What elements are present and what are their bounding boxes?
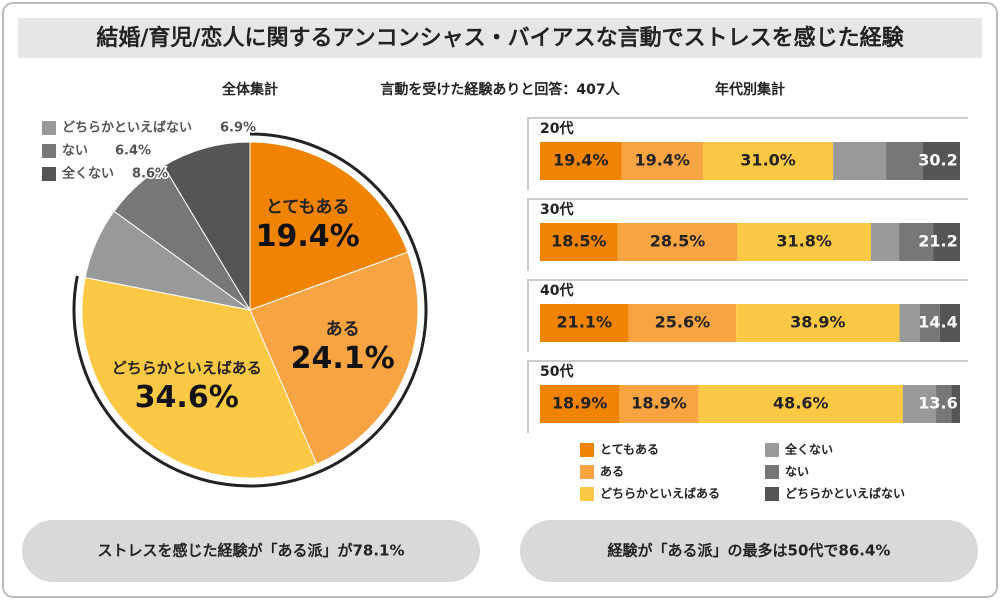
category-label: 30代 (540, 201, 573, 218)
bar-segment (540, 223, 618, 261)
bar-value: 28.5% (650, 232, 706, 251)
label: 言動を受けた経験ありと回答：407人 (380, 81, 620, 98)
legend-swatch (765, 487, 779, 501)
legend-swatch (580, 465, 594, 479)
bar-value: 18.9% (552, 394, 608, 413)
legend-label: 全くない (61, 166, 114, 182)
bar-segment (540, 304, 629, 342)
bar-segment (698, 385, 903, 423)
bar-value: 18.5% (551, 232, 607, 251)
slice-value: 19.4% (256, 219, 360, 254)
slice-label: とてもある (266, 197, 350, 217)
legend-swatch (42, 144, 56, 158)
legend-value: 6.9% (220, 121, 256, 136)
category-label: 40代 (540, 282, 573, 299)
legend-label: ある (600, 465, 624, 479)
slice-label: どちらかといえばある (112, 359, 262, 377)
label: 全体集計 (221, 81, 278, 98)
negative-total: 30.2 (918, 151, 957, 170)
pie-slice (249, 251, 419, 465)
category-label: 20代 (540, 120, 573, 137)
bar-segment (540, 142, 622, 180)
bar-value: 21.1% (557, 313, 613, 332)
legend-label: ない (62, 144, 88, 159)
legend-swatch (765, 443, 779, 457)
pie-slice (162, 141, 251, 312)
bar-segment (540, 385, 620, 423)
category-label: 50代 (540, 363, 573, 380)
legend-value: 8.6% (132, 167, 168, 182)
legend-value: 6.4% (115, 144, 151, 159)
bar-value: 31.0% (740, 151, 796, 170)
legend-swatch (580, 443, 594, 457)
slice-value: 24.1% (291, 341, 395, 376)
legend-swatch (765, 465, 779, 479)
legend-label: 全くない (784, 442, 833, 457)
callout-box (22, 520, 480, 582)
title-bar (18, 18, 982, 58)
slice-label: ある (326, 320, 360, 340)
bar-segment (621, 142, 703, 180)
legend-label: どちらかといえばない (62, 121, 192, 136)
legend-swatch (42, 167, 56, 181)
bar-segment (736, 304, 900, 342)
bar-segment (702, 142, 834, 180)
bar-value: 31.8% (776, 232, 832, 251)
bar-segment (919, 304, 940, 342)
bar-value: 18.9% (631, 394, 687, 413)
bar-segment (951, 385, 960, 423)
title: 結婚/育児/恋人に関するアンコンシャス・バイアスな言動でストレスを感じた経験 (96, 25, 904, 51)
bar-segment (902, 385, 937, 423)
bar-segment (923, 142, 960, 180)
bar-segment (833, 142, 887, 180)
negative-total: 21.2 (918, 232, 957, 251)
pie-slice (249, 141, 409, 311)
callout: ストレスを感じた経験が「ある派」が78.1% (97, 542, 404, 560)
pie-slice (81, 276, 318, 479)
group-bracket (527, 117, 968, 190)
callout: 経験が「ある派」の最多は50代で86.4% (608, 542, 891, 560)
bar-value: 19.4% (634, 151, 690, 170)
legend-label: どちらかといえばある (600, 486, 720, 501)
bar-segment (936, 385, 952, 423)
highlight-arc (72, 132, 428, 488)
bar-segment (737, 223, 871, 261)
callout-box (520, 520, 978, 582)
bar-segment (617, 223, 738, 261)
bar-segment (886, 142, 924, 180)
bar-segment (619, 385, 699, 423)
label: 年代別集計 (715, 81, 785, 98)
bar-value: 48.6% (773, 394, 829, 413)
bar-segment (628, 304, 737, 342)
legend-label: ない (785, 465, 809, 479)
bar-segment (939, 304, 960, 342)
bar-segment (870, 223, 900, 261)
legend-label: とてもある (600, 443, 659, 457)
negative-total: 13.6 (918, 394, 957, 413)
group-bracket (527, 360, 968, 433)
legend-swatch (580, 487, 594, 501)
group-bracket (527, 198, 968, 271)
legend-label: どちらかといえばない (785, 486, 905, 501)
slice-value: 34.6% (135, 380, 239, 415)
bar-segment (899, 304, 920, 342)
legend-swatch (42, 121, 56, 135)
bar-value: 38.9% (790, 313, 846, 332)
bar-segment (933, 223, 960, 261)
group-bracket (527, 279, 968, 352)
bar-value: 19.4% (553, 151, 609, 170)
bar-value: 25.6% (655, 313, 711, 332)
bar-segment (899, 223, 934, 261)
negative-total: 14.4 (918, 313, 957, 332)
